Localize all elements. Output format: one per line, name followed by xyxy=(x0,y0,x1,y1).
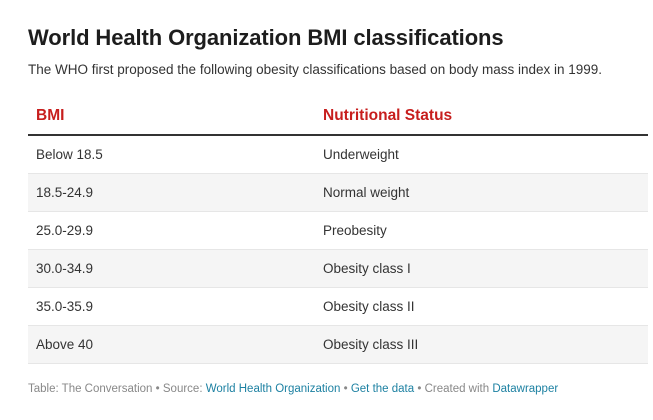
footer-notes: Table: The Conversation • Source: World … xyxy=(28,383,558,395)
cell-status: Obesity class I xyxy=(315,249,648,288)
bmi-table: BMI Nutritional Status Below 18.5 Underw… xyxy=(28,98,648,364)
cell-status: Preobesity xyxy=(315,211,648,250)
cell-bmi: 35.0-35.9 xyxy=(28,287,315,326)
cell-bmi: 25.0-29.9 xyxy=(28,211,315,250)
cell-bmi: Below 18.5 xyxy=(28,135,315,174)
page-subtitle: The WHO first proposed the following obe… xyxy=(28,62,603,77)
cell-bmi: 18.5-24.9 xyxy=(28,173,315,212)
table-row: 30.0-34.9 Obesity class I xyxy=(28,249,648,288)
cell-status: Normal weight xyxy=(315,173,648,212)
column-header-nutritional-status[interactable]: Nutritional Status xyxy=(315,98,648,136)
cell-bmi: 30.0-34.9 xyxy=(28,249,315,288)
footer-created-prefix: Created with xyxy=(424,383,490,395)
cell-status: Underweight xyxy=(315,135,648,174)
table-row: Above 40 Obesity class III xyxy=(28,325,648,364)
source-link[interactable]: World Health Organization xyxy=(205,383,341,395)
table-row: Below 18.5 Underweight xyxy=(28,135,648,174)
cell-status: Obesity class II xyxy=(315,287,648,326)
chart-container: World Health Organization BMI classifica… xyxy=(28,24,648,364)
cell-bmi: Above 40 xyxy=(28,325,315,364)
footer-table-label: Table: The Conversation xyxy=(28,383,153,395)
datawrapper-link[interactable]: Datawrapper xyxy=(492,383,559,395)
footer-separator: • xyxy=(343,383,348,395)
footer-separator: • xyxy=(155,383,160,395)
footer-separator: • xyxy=(417,383,422,395)
column-header-bmi[interactable]: BMI xyxy=(28,98,315,136)
get-data-link[interactable]: Get the data xyxy=(350,383,415,395)
table-header-row: BMI Nutritional Status xyxy=(28,98,648,136)
table-row: 25.0-29.9 Preobesity xyxy=(28,211,648,250)
footer-source-prefix: Source: xyxy=(162,383,203,395)
page-title: World Health Organization BMI classifica… xyxy=(28,25,504,50)
table-row: 35.0-35.9 Obesity class II xyxy=(28,287,648,326)
table-row: 18.5-24.9 Normal weight xyxy=(28,173,648,212)
cell-status: Obesity class III xyxy=(315,325,648,364)
